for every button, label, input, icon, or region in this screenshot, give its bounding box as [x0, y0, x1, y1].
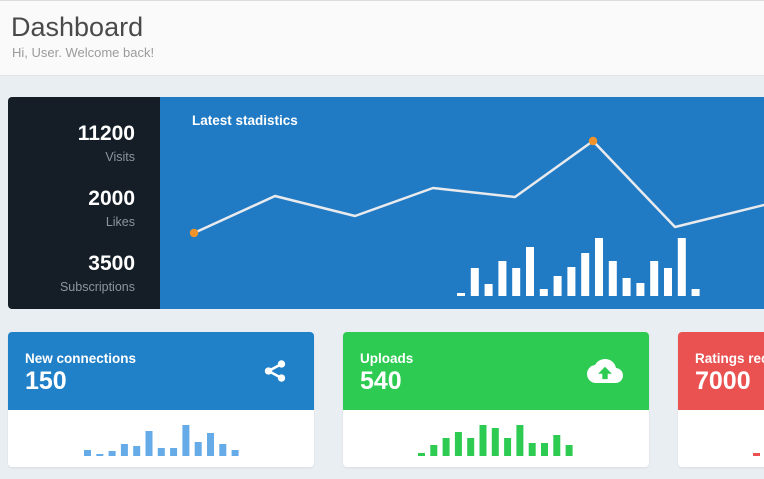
page-title: Dashboard [11, 12, 144, 42]
stat-card-title: Ratings received [695, 351, 764, 366]
share-icon[interactable] [262, 358, 288, 384]
stat-item: 11200 Visits [78, 122, 135, 164]
stat-card-chart [678, 410, 764, 467]
stat-value: 3500 [88, 252, 135, 276]
latest-statistics-panel: Latest stadistics [160, 97, 764, 309]
stat-card-title: Uploads [360, 351, 414, 366]
content-area: 11200 Visits 2000 Likes 3500 Subscriptio… [0, 76, 764, 467]
statistics-row: 11200 Visits 2000 Likes 3500 Subscriptio… [8, 97, 764, 309]
stat-label: Subscriptions [59, 280, 135, 295]
stat-card-header: Ratings received 7000 [678, 332, 764, 410]
page-header: Dashboard Hi, User. Welcome back! [0, 0, 764, 76]
stat-card-value: 150 [25, 367, 67, 395]
latest-statistics-title: Latest stadistics [192, 113, 298, 128]
stat-card-value: 7000 [695, 367, 751, 395]
stat-card-header: Uploads 540 [343, 332, 649, 410]
stat-label: Likes [105, 215, 135, 230]
stat-card: New connections 150 [8, 332, 314, 467]
stat-card-chart [8, 410, 314, 467]
stat-card-chart [343, 410, 649, 467]
cloud-upload-icon[interactable] [587, 356, 623, 386]
stat-card: Ratings received 7000 [678, 332, 764, 467]
stat-label: Visits [105, 150, 135, 165]
page-subtitle: Hi, User. Welcome back! [12, 44, 155, 60]
latest-statistics-chart [189, 136, 764, 296]
stat-value: 11200 [77, 122, 135, 145]
stat-card-title: New connections [25, 351, 137, 366]
stat-card-value: 540 [360, 367, 402, 395]
stat-value: 2000 [88, 187, 135, 211]
stat-item: 3500 Subscriptions [60, 252, 135, 294]
cards-row: New connections 150 Uploads 540 [8, 332, 764, 467]
stats-panel: 11200 Visits 2000 Likes 3500 Subscriptio… [8, 97, 160, 309]
stat-item: 2000 Likes [88, 187, 135, 229]
stat-card-header: New connections 150 [8, 332, 314, 410]
stat-card: Uploads 540 [343, 332, 649, 467]
